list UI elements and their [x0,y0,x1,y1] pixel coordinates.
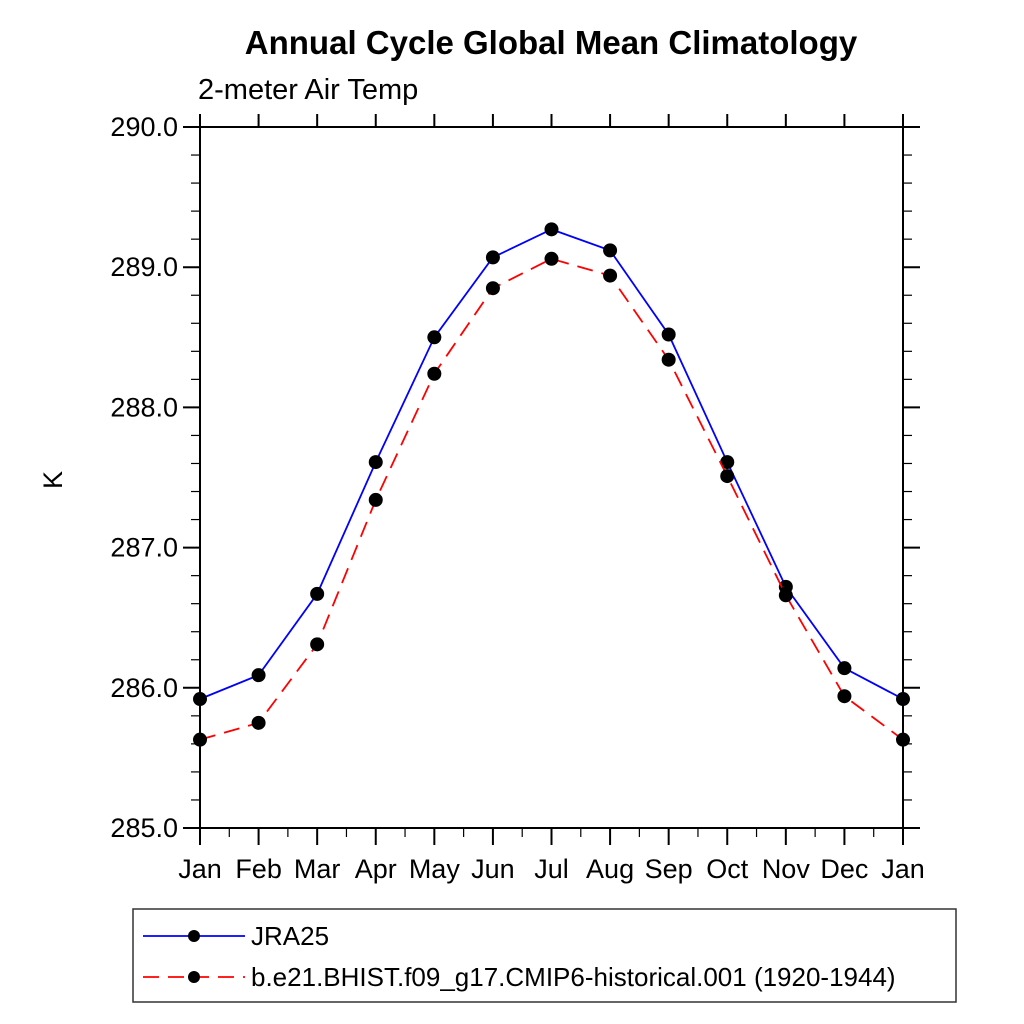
legend-box [132,908,957,1003]
data-point-marker-series-1 [193,732,207,747]
data-point-marker-series-1 [427,366,442,381]
legend-item: JRA25 [143,921,329,951]
data-point-marker-series-0 [368,455,383,470]
y-tick-label: 285.0 [110,813,178,843]
x-tick-label: Jan [881,854,925,884]
data-point-marker-series-1 [661,352,676,367]
chart-title: Annual Cycle Global Mean Climatology [245,24,858,61]
x-tick-label: Apr [355,854,397,884]
data-point-marker-series-0 [310,586,325,601]
chart-subtitle: 2-meter Air Temp [198,74,418,106]
data-point-marker-series-1 [544,251,559,266]
data-point-marker-series-1 [310,637,325,652]
y-axis-label: K [38,471,68,489]
legend-label: b.e21.BHIST.f09_g17.CMIP6-historical.001… [251,962,896,992]
data-point-marker-series-1 [603,268,618,283]
data-point-marker-series-1 [837,689,852,704]
x-tick-label: Nov [762,854,811,884]
y-tick-label: 290.0 [110,112,178,142]
x-axis-ticks [199,114,904,845]
data-point-marker-series-0 [896,692,910,707]
x-tick-label: Feb [235,854,282,884]
data-point-marker-series-1 [251,715,266,730]
series-line-1 [199,257,904,741]
data-point-marker-series-0 [544,222,559,237]
y-tick-label: 289.0 [110,252,178,282]
data-point-marker-series-0 [837,661,852,676]
legend: JRA25 b.e21.BHIST.f09_g17.CMIP6-historica… [132,908,957,1003]
x-tick-label: Jan [178,854,222,884]
data-point-marker-series-0 [251,668,266,683]
data-point-marker-series-0 [485,250,500,265]
data-point-marker-series-1 [720,469,735,484]
data-point-marker-series-1 [778,588,793,603]
y-tick-label: 288.0 [110,392,178,422]
legend-marker-dot [188,971,200,983]
data-point-marker-series-1 [896,732,910,747]
data-point-marker-series-0 [193,692,207,707]
legend-item: b.e21.BHIST.f09_g17.CMIP6-historical.001… [143,962,896,992]
y-tick-label: 287.0 [110,533,178,563]
series-line-0 [199,228,904,700]
x-tick-label: Jun [471,854,515,884]
data-point-marker-series-1 [368,492,383,507]
data-point-marker-series-1 [485,281,500,296]
data-point-marker-series-0 [661,327,676,342]
x-tick-labels: Jan Feb Mar Apr May Jun Jul Aug Sep Oct Nov Dec Jan [178,854,925,884]
data-point-marker-series-0 [720,455,735,470]
x-tick-label: May [409,854,461,884]
x-tick-label: Aug [586,854,634,884]
y-tick-labels: 285.0 286.0 287.0 288.0 289.0 290.0 [110,112,178,843]
y-axis-ticks [183,126,920,829]
data-point-marker-series-0 [427,330,442,345]
x-tick-label: Dec [820,854,868,884]
data-series [193,222,910,747]
x-tick-label: Jul [534,854,569,884]
x-tick-label: Sep [645,854,693,884]
data-point-marker-series-0 [603,243,618,258]
legend-label: JRA25 [251,921,329,951]
y-tick-label: 286.0 [110,673,178,703]
x-tick-label: Oct [706,854,749,884]
x-tick-label: Mar [294,854,341,884]
legend-marker-dot [188,930,200,942]
